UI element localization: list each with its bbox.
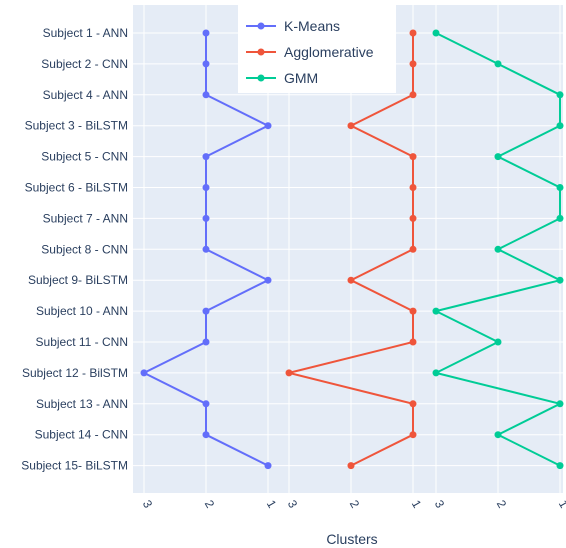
agglomerative-tick-1: 1: [409, 498, 425, 511]
gmm-point-6[interactable]: [556, 184, 564, 191]
gmm-point-4[interactable]: [556, 122, 564, 130]
gmm-point-15[interactable]: [556, 462, 564, 470]
legend[interactable]: K-Means Agglomerative GMM: [238, 5, 396, 93]
legend-marker-gmm: [257, 74, 265, 82]
gmm-tick-2: 2: [494, 498, 510, 511]
agglomerative-point-12[interactable]: [285, 369, 293, 377]
k-means-tick-2: 2: [202, 498, 218, 511]
agglomerative-point-5[interactable]: [409, 153, 417, 161]
legend-marker-k-means: [257, 22, 265, 30]
agglomerative-point-10[interactable]: [409, 307, 417, 315]
y-label-subject-8-cnn: Subject 8 - CNN: [41, 242, 128, 256]
k-means-point-6[interactable]: [202, 184, 210, 191]
k-means-tick-1: 1: [264, 498, 280, 511]
gmm-tick-1: 1: [556, 498, 566, 511]
gmm-point-10[interactable]: [432, 307, 440, 315]
k-means-point-13[interactable]: [202, 400, 210, 408]
gmm-tick-3: 3: [432, 498, 448, 511]
agglomerative-point-7[interactable]: [409, 214, 417, 222]
y-label-subject-6-bilstm: Subject 6 - BiLSTM: [25, 181, 128, 195]
agglomerative-tick-2: 2: [347, 498, 363, 511]
y-label-subject-13-ann: Subject 13 - ANN: [36, 397, 128, 411]
y-axis-labels: Subject 1 - ANN Subject 2 - CNN Subject 4 …: [21, 26, 128, 473]
y-label-subject-7-ann: Subject 7 - ANN: [43, 211, 128, 225]
series-layer: [140, 29, 564, 470]
agglomerative-point-14[interactable]: [409, 431, 417, 439]
agglomerative-point-4[interactable]: [347, 122, 355, 130]
gmm-point-11[interactable]: [494, 338, 502, 346]
legend-marker-agglomerative: [257, 48, 265, 56]
agglomerative-point-8[interactable]: [409, 245, 417, 253]
y-label-subject-12-bilstm: Subject 12 - BilSTM: [22, 366, 128, 380]
k-means-point-14[interactable]: [202, 431, 210, 439]
k-means-point-4[interactable]: [264, 122, 272, 130]
k-means-point-5[interactable]: [202, 153, 210, 161]
agglomerative-point-13[interactable]: [409, 400, 417, 408]
k-means-point-7[interactable]: [202, 214, 210, 222]
k-means-point-10[interactable]: [202, 307, 210, 315]
gmm-point-2[interactable]: [494, 60, 502, 68]
legend-label-agglomerative[interactable]: Agglomerative: [284, 44, 374, 60]
y-label-subject-4-ann: Subject 4 - ANN: [43, 88, 128, 102]
x-axis-title: Clusters: [326, 531, 377, 547]
y-label-subject-15-bilstm: Subject 15- BiLSTM: [21, 459, 128, 473]
agglomerative-point-1[interactable]: [409, 29, 417, 37]
y-label-subject-5-cnn: Subject 5 - CNN: [41, 150, 128, 164]
gmm-point-3[interactable]: [556, 91, 564, 99]
k-means-point-11[interactable]: [202, 338, 210, 346]
agglomerative-point-2[interactable]: [409, 60, 417, 68]
gmm-point-5[interactable]: [494, 153, 502, 161]
gmm-point-7[interactable]: [556, 214, 564, 222]
y-label-subject-9-bilstm: Subject 9- BiLSTM: [28, 273, 128, 287]
agglomerative-point-9[interactable]: [347, 276, 355, 284]
y-label-subject-1-ann: Subject 1 - ANN: [43, 26, 128, 40]
k-means-point-12[interactable]: [140, 369, 148, 377]
agglomerative-point-3[interactable]: [409, 91, 417, 99]
agglomerative-point-15[interactable]: [347, 462, 355, 470]
k-means-tick-3: 3: [140, 498, 156, 511]
k-means-point-8[interactable]: [202, 245, 210, 253]
gmm-point-1[interactable]: [432, 29, 440, 37]
agglomerative-tick-3: 3: [285, 498, 301, 511]
gmm-point-8[interactable]: [494, 245, 502, 253]
y-label-subject-11-cnn: Subject 11 - CNN: [36, 335, 128, 349]
k-means-point-15[interactable]: [264, 462, 272, 470]
legend-label-gmm[interactable]: GMM: [284, 70, 318, 86]
k-means-point-2[interactable]: [202, 60, 210, 68]
y-label-subject-14-cnn: Subject 14 - CNN: [35, 428, 128, 442]
k-means-point-1[interactable]: [202, 29, 210, 37]
k-means-point-3[interactable]: [202, 91, 210, 99]
gmm-point-12[interactable]: [432, 369, 440, 377]
y-label-subject-10-ann: Subject 10 - ANN: [36, 304, 128, 318]
y-label-subject-2-cnn: Subject 2 - CNN: [41, 57, 128, 71]
gmm-point-13[interactable]: [556, 400, 564, 408]
y-label-subject-3-bilstm: Subject 3 - BiLSTM: [25, 119, 128, 133]
gmm-point-14[interactable]: [494, 431, 502, 439]
gmm-point-9[interactable]: [556, 276, 564, 284]
agglomerative-point-11[interactable]: [409, 338, 417, 346]
agglomerative-point-6[interactable]: [409, 184, 417, 191]
legend-label-k-means[interactable]: K-Means: [284, 18, 340, 34]
k-means-point-9[interactable]: [264, 276, 272, 284]
